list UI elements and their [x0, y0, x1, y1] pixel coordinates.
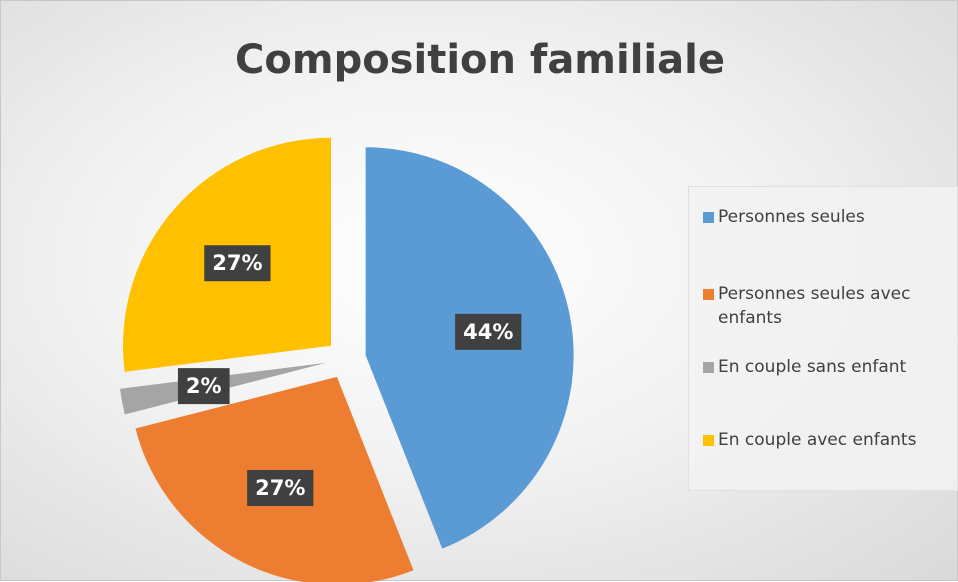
data-label-box — [177, 368, 230, 405]
chart-title: Composition familiale — [235, 37, 725, 83]
legend-item: Personnes seules — [703, 205, 953, 229]
legend-item: Personnes seules avec enfants — [703, 282, 953, 330]
legend-label: En couple sans enfant — [718, 357, 907, 377]
data-label-group: 44% — [455, 313, 522, 350]
data-label-box — [204, 245, 271, 282]
data-label-box — [247, 470, 314, 507]
legend-label: Personnes seules avec enfants — [718, 284, 911, 328]
data-label-box — [455, 313, 522, 350]
data-label: 27% — [212, 251, 262, 275]
data-label: 44% — [463, 320, 513, 344]
legend-swatch — [703, 362, 714, 373]
legend-swatch — [703, 435, 714, 446]
legend-item: En couple sans enfant — [703, 355, 953, 379]
data-label-group: 27% — [204, 245, 271, 282]
data-label: 2% — [186, 374, 222, 398]
legend-label: En couple avec enfants — [718, 430, 917, 450]
legend: Personnes seules Personnes seules avec en… — [688, 186, 958, 491]
legend-swatch — [703, 289, 714, 300]
data-label: 27% — [255, 476, 305, 500]
data-label-group: 27% — [247, 470, 314, 507]
legend-label: Personnes seules — [718, 207, 865, 227]
legend-item: En couple avec enfants — [703, 428, 953, 452]
data-label-group: 2% — [177, 368, 230, 405]
legend-swatch — [703, 212, 714, 223]
